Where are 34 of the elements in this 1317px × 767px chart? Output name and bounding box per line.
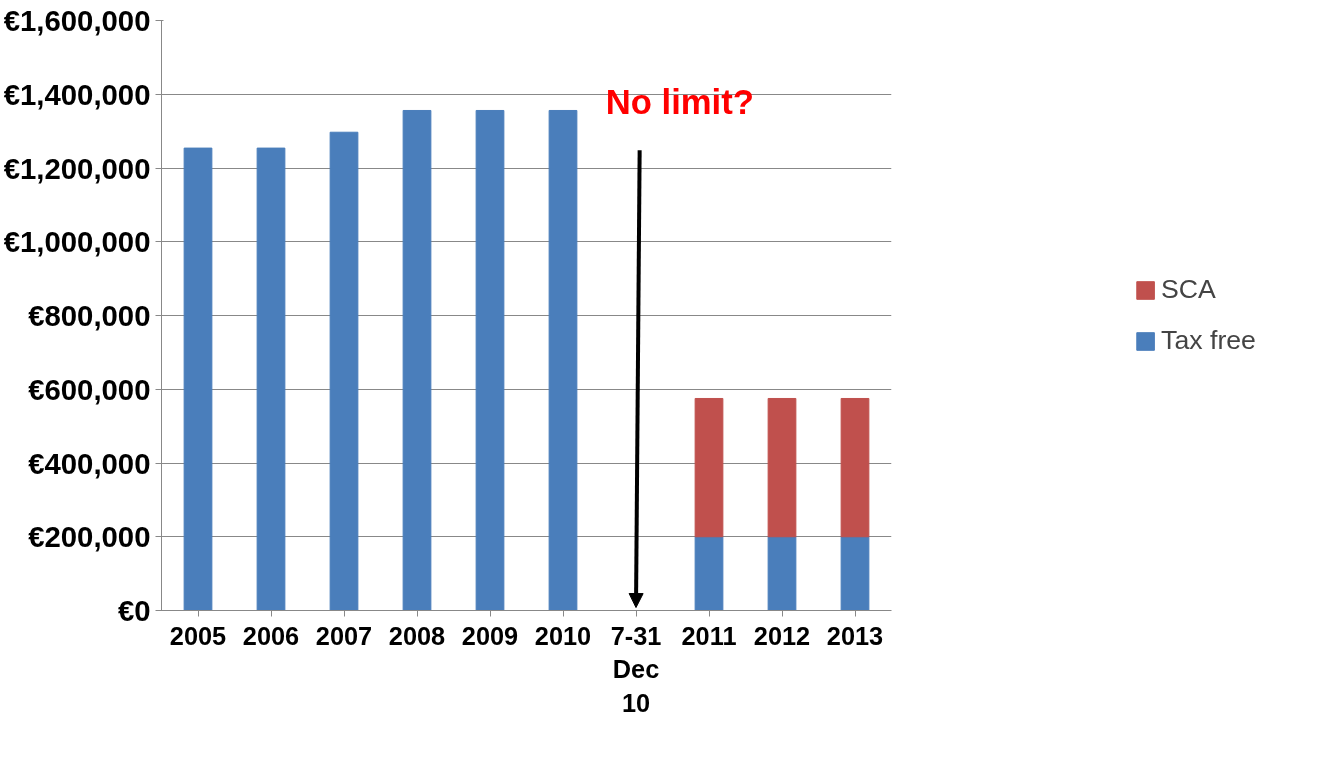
legend-label: Tax free bbox=[1161, 325, 1256, 356]
x-tick-label: 2006 bbox=[242, 621, 300, 650]
y-tick-label: €400,000 bbox=[28, 446, 151, 480]
x-tick-label: 2009 bbox=[461, 621, 519, 650]
bar bbox=[840, 536, 870, 611]
bar bbox=[694, 536, 724, 611]
x-tick-label: 7-31 Dec 10 bbox=[610, 621, 662, 717]
bar bbox=[840, 397, 870, 538]
bar bbox=[329, 131, 359, 611]
bar bbox=[694, 397, 724, 538]
y-tick-label: €0 bbox=[117, 594, 151, 627]
x-tick-label: 2010 bbox=[534, 621, 592, 650]
bar bbox=[402, 109, 432, 611]
bar bbox=[475, 109, 505, 611]
x-tick-label: 2011 bbox=[681, 621, 737, 650]
x-tick-label: 2012 bbox=[753, 621, 811, 650]
legend-label: SCA bbox=[1161, 274, 1216, 305]
bar bbox=[256, 147, 286, 611]
bar bbox=[548, 109, 578, 611]
y-tick-label: €600,000 bbox=[28, 372, 151, 406]
x-tick-label: 2005 bbox=[169, 621, 227, 650]
y-tick-label: €1,600,000 bbox=[3, 4, 151, 37]
y-tick-label: €1,200,000 bbox=[3, 151, 151, 185]
annotation: No limit? bbox=[605, 82, 754, 121]
y-tick-label: €800,000 bbox=[28, 299, 151, 332]
x-tick-label: 2008 bbox=[388, 621, 446, 650]
bar bbox=[767, 397, 797, 538]
bar bbox=[183, 147, 213, 611]
y-tick-label: €1,400,000 bbox=[3, 77, 151, 111]
x-tick-label: 2007 bbox=[315, 621, 373, 650]
bar bbox=[767, 536, 797, 611]
y-tick-label: €1,000,000 bbox=[3, 225, 151, 259]
x-tick-label: 2013 bbox=[826, 621, 884, 650]
y-tick-label: €200,000 bbox=[28, 520, 151, 554]
